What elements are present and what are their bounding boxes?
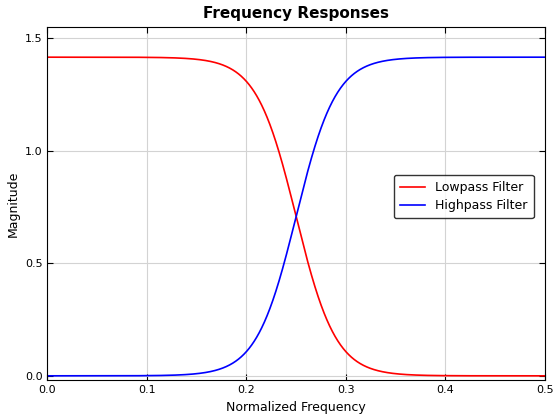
Legend: Lowpass Filter, Highpass Filter: Lowpass Filter, Highpass Filter (394, 175, 534, 218)
Lowpass Filter (69, 55, 76, 60)
X-axis label: Normalized Frequency: Normalized Frequency (226, 401, 366, 414)
Lowpass Filter (527, 373, 534, 378)
Highpass Filter (436, 55, 442, 60)
Highpass Filter (527, 55, 534, 60)
Lowpass Filter (273, 140, 279, 145)
Highpass Filter (527, 55, 534, 60)
Lowpass Filter (44, 55, 50, 60)
Highpass Filter (542, 55, 548, 60)
Title: Frequency Responses: Frequency Responses (203, 6, 389, 21)
Line: Highpass Filter: Highpass Filter (47, 57, 545, 376)
Highpass Filter (69, 373, 76, 378)
Line: Lowpass Filter: Lowpass Filter (47, 57, 545, 376)
Lowpass Filter (527, 373, 534, 378)
Lowpass Filter (436, 373, 442, 378)
Y-axis label: Magnitude: Magnitude (6, 170, 19, 236)
Highpass Filter (44, 373, 50, 378)
Highpass Filter (273, 288, 279, 293)
Lowpass Filter (542, 373, 548, 378)
Lowpass Filter (286, 187, 293, 192)
Highpass Filter (286, 241, 293, 246)
